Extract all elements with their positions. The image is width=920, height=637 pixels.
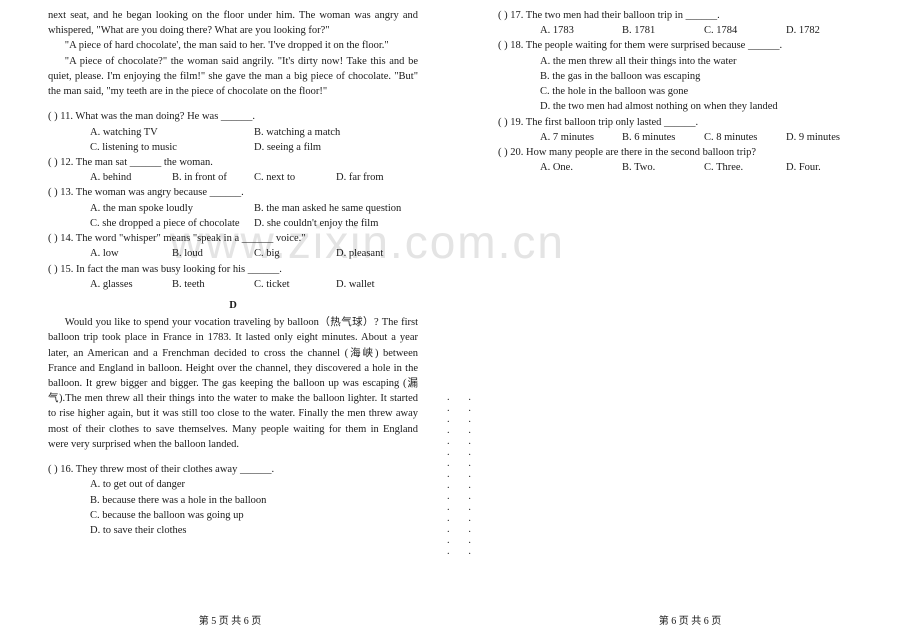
q16-c: C. because the balloon was going up — [90, 508, 418, 523]
q19-b: B. 6 minutes — [622, 130, 704, 145]
q11-row1: A. watching TV B. watching a match — [90, 125, 418, 140]
q14-b: B. loud — [172, 246, 254, 261]
q12-b: B. in front of — [172, 170, 254, 185]
q14-row: A. low B. loud C. big D. pleasant — [90, 246, 418, 261]
q13-stem: ( ) 13. The woman was angry because ____… — [48, 185, 418, 200]
q20-b: B. Two. — [622, 160, 704, 175]
q14-a: A. low — [90, 246, 172, 261]
story-c-p1: next seat, and he began looking on the f… — [48, 8, 418, 38]
q11-a: A. watching TV — [90, 125, 254, 140]
spacer — [48, 99, 418, 109]
q15-d: D. wallet — [336, 277, 418, 292]
q18-d: D. the two men had almost nothing on whe… — [540, 99, 868, 114]
q12-row: A. behind B. in front of C. next to D. f… — [90, 170, 418, 185]
q12-d: D. far from — [336, 170, 418, 185]
q16-a: A. to get out of danger — [90, 477, 418, 492]
q19-d: D. 9 minutes — [786, 130, 868, 145]
q15-a: A. glasses — [90, 277, 172, 292]
q13-a: A. the man spoke loudly — [90, 201, 254, 216]
q16-d: D. to save their clothes — [90, 523, 418, 538]
q19-c: C. 8 minutes — [704, 130, 786, 145]
q19-a: A. 7 minutes — [540, 130, 622, 145]
q14-stem: ( ) 14. The word "whisper" means "speak … — [48, 231, 418, 246]
binding-dots-left: ··············· — [447, 395, 450, 560]
q15-b: B. teeth — [172, 277, 254, 292]
q18-c: C. the hole in the balloon was gone — [540, 84, 868, 99]
left-page: next seat, and he began looking on the f… — [0, 0, 460, 637]
q18-stem: ( ) 18. The people waiting for them were… — [498, 38, 868, 53]
q11-stem: ( ) 11. What was the man doing? He was _… — [48, 109, 418, 124]
q13-row2: C. she dropped a piece of chocolate D. s… — [90, 216, 418, 231]
q12-stem: ( ) 12. The man sat ______ the woman. — [48, 155, 418, 170]
q20-a: A. One. — [540, 160, 622, 175]
q17-row: A. 1783 B. 1781 C. 1784 D. 1782 — [540, 23, 868, 38]
q13-d: D. she couldn't enjoy the film — [254, 216, 418, 231]
q20-row: A. One. B. Two. C. Three. D. Four. — [540, 160, 868, 175]
q18-b: B. the gas in the balloon was escaping — [540, 69, 868, 84]
q14-d: D. pleasant — [336, 246, 418, 261]
q17-b: B. 1781 — [622, 23, 704, 38]
heading-d: D — [48, 298, 418, 313]
q20-stem: ( ) 20. How many people are there in the… — [498, 145, 868, 160]
binding-dots-right: ··············· — [468, 395, 471, 560]
page-layout: next seat, and he began looking on the f… — [0, 0, 920, 637]
story-c-p3: "A piece of chocolate?" the woman said a… — [48, 54, 418, 100]
spacer — [48, 452, 418, 462]
q11-d: D. seeing a film — [254, 140, 418, 155]
q12-c: C. next to — [254, 170, 336, 185]
q20-c: C. Three. — [704, 160, 786, 175]
q11-c: C. listening to music — [90, 140, 254, 155]
story-d: Would you like to spend your vocation tr… — [48, 315, 418, 452]
q11-b: B. watching a match — [254, 125, 418, 140]
right-page: ( ) 17. The two men had their balloon tr… — [460, 0, 920, 637]
q16-stem: ( ) 16. They threw most of their clothes… — [48, 462, 418, 477]
q15-c: C. ticket — [254, 277, 336, 292]
q17-d: D. 1782 — [786, 23, 868, 38]
q17-stem: ( ) 17. The two men had their balloon tr… — [498, 8, 868, 23]
q20-d: D. Four. — [786, 160, 868, 175]
story-c-p2: "A piece of hard chocolate', the man sai… — [48, 38, 418, 53]
footer-right: 第 6 页 共 6 页 — [460, 615, 920, 630]
q13-row1: A. the man spoke loudly B. the man asked… — [90, 201, 418, 216]
q18-a: A. the men threw all their things into t… — [540, 54, 868, 69]
q11-row2: C. listening to music D. seeing a film — [90, 140, 418, 155]
q13-b: B. the man asked he same question — [254, 201, 418, 216]
q17-c: C. 1784 — [704, 23, 786, 38]
q19-stem: ( ) 19. The first balloon trip only last… — [498, 115, 868, 130]
q15-row: A. glasses B. teeth C. ticket D. wallet — [90, 277, 418, 292]
q14-c: C. big — [254, 246, 336, 261]
q12-a: A. behind — [90, 170, 172, 185]
q19-row: A. 7 minutes B. 6 minutes C. 8 minutes D… — [540, 130, 868, 145]
q13-c: C. she dropped a piece of chocolate — [90, 216, 254, 231]
q17-a: A. 1783 — [540, 23, 622, 38]
q16-b: B. because there was a hole in the ballo… — [90, 493, 418, 508]
q15-stem: ( ) 15. In fact the man was busy looking… — [48, 262, 418, 277]
footer-left: 第 5 页 共 6 页 — [0, 615, 460, 630]
